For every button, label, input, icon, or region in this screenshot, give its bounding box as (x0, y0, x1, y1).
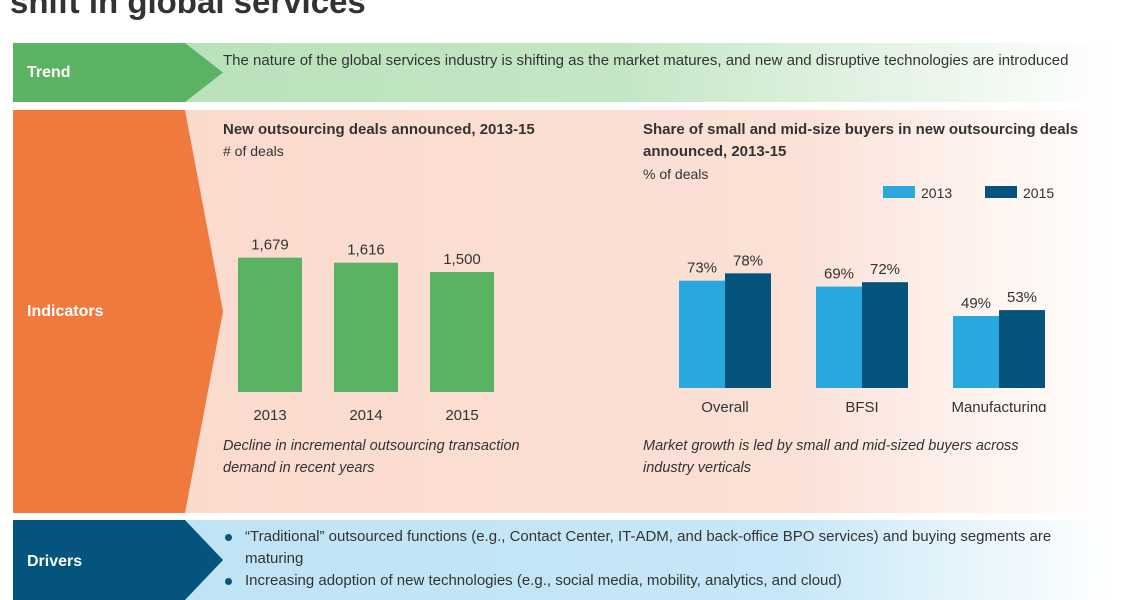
buyers-bar-2015 (999, 310, 1045, 388)
deals-bar (430, 272, 494, 392)
deals-chart-title: New outsourcing deals announced, 2013-15 (223, 121, 535, 138)
legend-swatch-2013 (883, 186, 915, 198)
buyers-category-label: BFSI (845, 399, 878, 412)
buyers-bar-2015 (725, 273, 771, 388)
buyers-chart-title: Share of small and mid-size buyers in ne… (643, 121, 1079, 160)
drivers-item: Increasing adoption of new technologies … (223, 570, 1103, 592)
buyers-category-label: Overall (701, 399, 749, 412)
buyers-chart-note: Market growth is led by small and mid-si… (643, 438, 1019, 476)
deals-value-label: 1,679 (251, 237, 289, 254)
deals-category-label: 2014 (349, 407, 382, 424)
page-title: shift in global services (10, 0, 366, 20)
deals-value-label: 1,500 (443, 251, 481, 268)
buyers-bar-2013 (953, 315, 999, 388)
buyers-value-label: 49% (961, 295, 991, 312)
trend-row: Trend The nature of the global services … (13, 43, 1113, 102)
buyers-bar-chart: 73% 78% Overall 69% 72% BFSI 49% 53% Manufacturi… (679, 185, 1054, 412)
buyers-bar-2015 (862, 282, 908, 388)
drivers-row: Drivers “Traditional” outsourced functio… (13, 520, 1113, 600)
indicators-label: Indicators (13, 110, 223, 513)
deals-category-label: 2015 (445, 407, 478, 424)
trend-text: The nature of the global services indust… (223, 52, 1069, 69)
trend-label: Trend (13, 43, 223, 102)
drivers-list: “Traditional” outsourced functions (e.g.… (223, 526, 1103, 592)
legend-label-2015: 2015 (1023, 185, 1054, 201)
indicators-row: Indicators New outsourcing deals announc… (13, 110, 1113, 513)
deals-category-label: 2013 (253, 407, 286, 424)
buyers-bar-2013 (679, 280, 725, 388)
deals-chart-subtitle: # of deals (223, 143, 284, 159)
legend-swatch-2015 (985, 186, 1017, 198)
deals-bar (238, 257, 302, 392)
buyers-value-label: 69% (824, 266, 854, 283)
buyers-value-label: 73% (687, 260, 717, 277)
buyers-value-label: 72% (870, 261, 900, 278)
legend-label-2013: 2013 (921, 185, 952, 201)
buyers-value-label: 78% (733, 252, 763, 269)
buyers-bar-2013 (816, 286, 862, 388)
drivers-label: Drivers (13, 520, 223, 600)
buyers-value-label: 53% (1007, 289, 1037, 306)
deals-value-label: 1,616 (347, 242, 385, 259)
drivers-item: “Traditional” outsourced functions (e.g.… (223, 526, 1103, 570)
deals-bar-chart: 1,679 2013 1,616 2014 1,500 2015 (238, 237, 494, 424)
deals-bar (334, 262, 398, 392)
deals-chart-note: Decline in incremental outsourcing trans… (223, 438, 520, 476)
buyers-category-label: Manufacturing (951, 399, 1046, 412)
buyers-chart-subtitle: % of deals (643, 166, 709, 182)
